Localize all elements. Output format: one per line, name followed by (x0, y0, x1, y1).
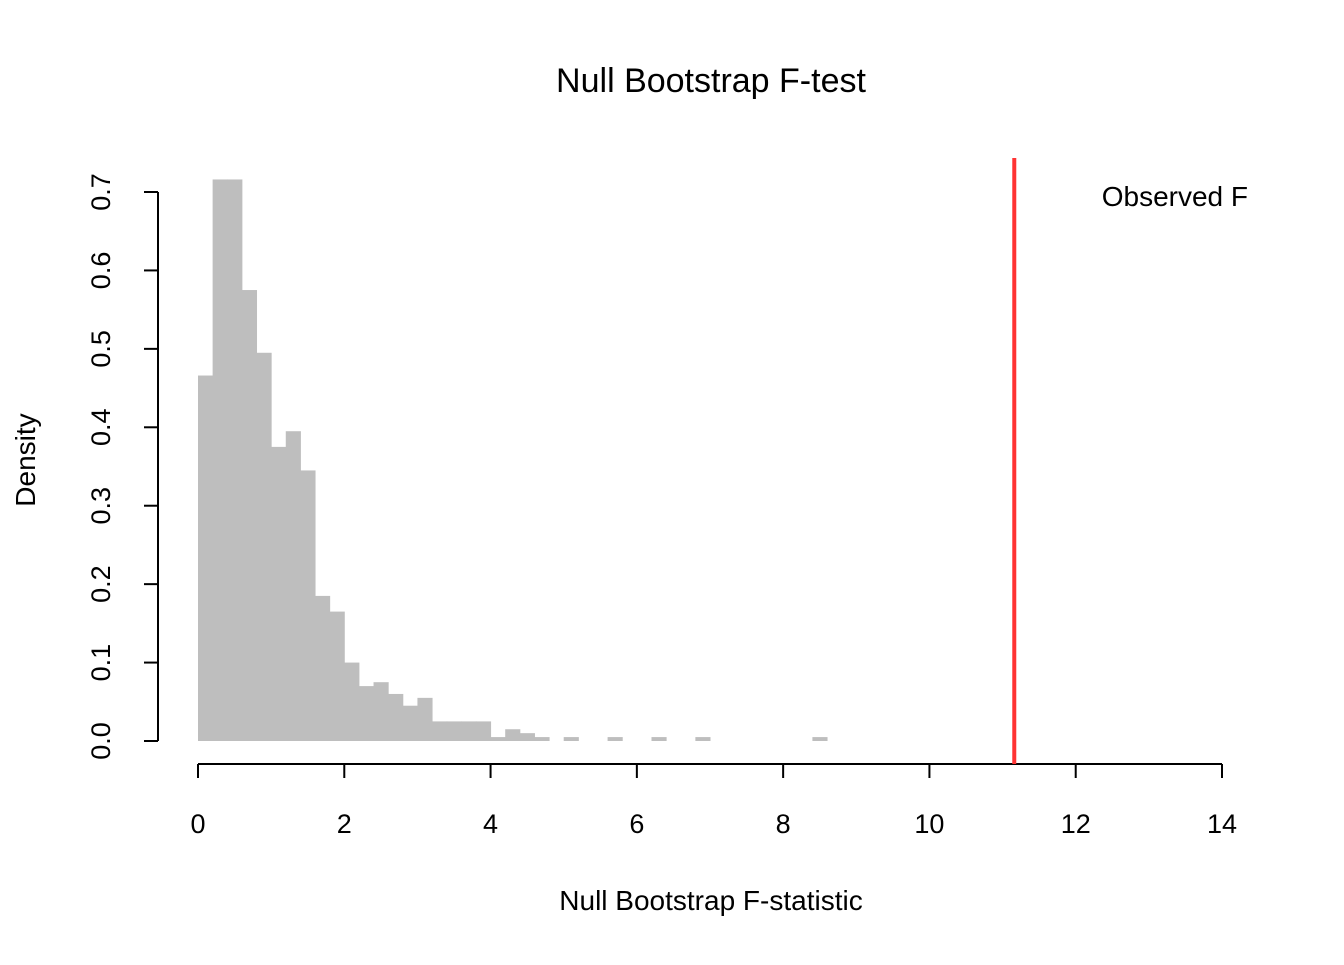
histogram-bar (227, 179, 243, 742)
y-tick-label: 0.4 (86, 409, 116, 447)
observed-f-label: Observed F (1102, 181, 1248, 212)
histogram-bar (446, 721, 462, 741)
histogram-bar (373, 682, 389, 741)
x-tick-label: 0 (190, 809, 205, 839)
x-tick-label: 6 (629, 809, 644, 839)
histogram-bar (285, 431, 301, 741)
histogram-bar (329, 611, 345, 741)
histogram-bar (256, 352, 272, 741)
histogram-bar (271, 446, 287, 741)
histogram-bar (812, 737, 828, 741)
histogram-bar (300, 470, 316, 741)
x-axis: 0 2 4 6 8 10 12 14 (190, 763, 1237, 839)
histogram-bar (475, 721, 492, 741)
histogram-bar (241, 290, 258, 741)
histogram-bar (505, 729, 521, 741)
histogram-bar (402, 705, 418, 741)
y-tick-label: 0.5 (86, 330, 116, 368)
histogram-bar (358, 686, 375, 741)
histogram-bar (563, 737, 579, 741)
histogram-bar (388, 693, 404, 741)
histogram-bar (607, 737, 623, 741)
x-tick-label: 2 (337, 809, 352, 839)
histogram-bar (198, 375, 214, 741)
histogram-bar (344, 662, 360, 741)
histogram-bar (212, 179, 228, 742)
y-tick-label: 0.7 (86, 173, 116, 211)
x-tick-label: 12 (1061, 809, 1091, 839)
x-tick-label: 14 (1207, 809, 1237, 839)
histogram-bar (461, 721, 477, 741)
histogram-bar (432, 721, 448, 741)
y-tick-label: 0.3 (86, 487, 116, 525)
x-axis-label: Null Bootstrap F-statistic (559, 885, 862, 916)
histogram-bar (695, 737, 711, 741)
y-axis-label: Density (10, 413, 41, 506)
y-tick-label: 0.1 (86, 644, 116, 682)
chart-title: Null Bootstrap F-test (556, 62, 866, 100)
y-tick-label: 0.6 (86, 252, 116, 290)
y-tick-label: 0.2 (86, 565, 116, 603)
y-tick-label: 0.0 (86, 722, 116, 760)
bars-group (198, 179, 828, 742)
x-tick-label: 4 (483, 809, 498, 839)
histogram-bar (534, 737, 550, 741)
histogram-bar (417, 697, 433, 741)
y-axis: 0.0 0.1 0.2 0.3 0.4 0.5 0.6 0.7 (86, 173, 159, 760)
x-tick-label: 8 (776, 809, 791, 839)
histogram-bar (315, 595, 331, 741)
histogram-bar (651, 737, 667, 741)
x-tick-label: 10 (914, 809, 944, 839)
histogram-bar (490, 737, 506, 741)
histogram-bar (519, 733, 535, 741)
